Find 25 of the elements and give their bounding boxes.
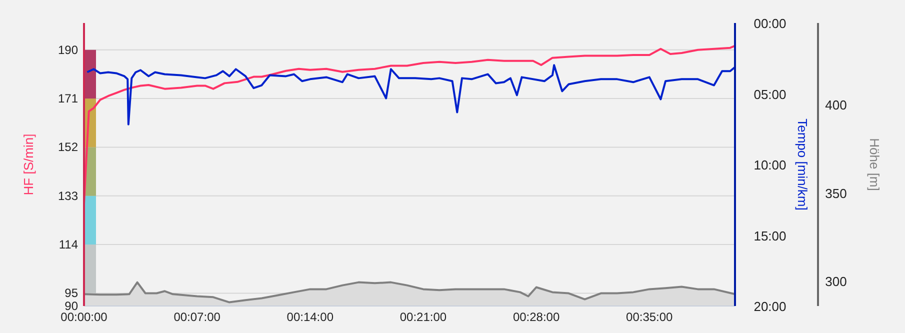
y3-axis-title: Höhe [m] bbox=[867, 138, 882, 191]
y2-tick-label: 05:00 bbox=[754, 86, 786, 102]
y2-tick-label: 20:00 bbox=[754, 299, 786, 314]
x-tick-label: 00:28:00 bbox=[512, 310, 560, 324]
y-tick-label: 190 bbox=[58, 42, 78, 57]
y3-tick-label: 350 bbox=[825, 186, 847, 201]
line-series bbox=[86, 64, 736, 126]
y-tick-label: 90 bbox=[64, 299, 78, 313]
y-tick-label: 95 bbox=[64, 286, 78, 300]
y3-tick-label: 300 bbox=[825, 274, 847, 290]
y3-tick-label: 400 bbox=[825, 97, 847, 112]
y2-tick-label: 15:00 bbox=[754, 228, 786, 244]
x-tick-label: 00:07:00 bbox=[174, 310, 221, 324]
y2-tick-label: 10:00 bbox=[754, 158, 786, 172]
y-tick-label: 114 bbox=[58, 238, 78, 252]
x-tick-label: 00:35:00 bbox=[626, 310, 674, 324]
y-tick-label: 152 bbox=[58, 140, 78, 154]
y-tick-label: 171 bbox=[58, 92, 78, 106]
y2-axis-title: Tempo [min/km] bbox=[795, 118, 810, 210]
y-axis-title: HF [S/min] bbox=[21, 134, 36, 196]
x-tick-label: 00:21:00 bbox=[400, 310, 447, 324]
x-tick-label: 00:00:00 bbox=[60, 310, 108, 324]
y2-tick-label: 00:00 bbox=[754, 16, 786, 31]
x-tick-label: 00:14:00 bbox=[286, 310, 334, 324]
y-tick-label: 133 bbox=[58, 188, 78, 203]
